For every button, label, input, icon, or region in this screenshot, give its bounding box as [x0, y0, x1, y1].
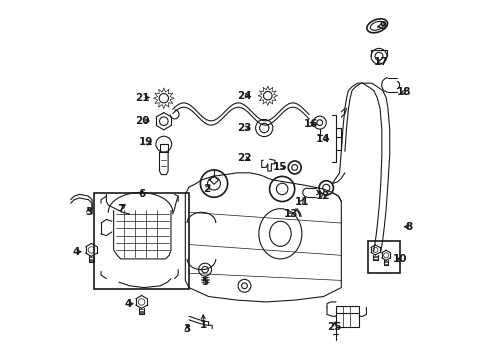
- Text: 13: 13: [284, 209, 298, 219]
- Text: 10: 10: [392, 254, 407, 264]
- Text: 11: 11: [294, 197, 308, 207]
- Text: 9: 9: [378, 21, 386, 31]
- Text: 5: 5: [201, 277, 208, 287]
- Text: 18: 18: [396, 87, 410, 97]
- Text: 4: 4: [72, 247, 80, 257]
- Text: 23: 23: [237, 123, 251, 133]
- Bar: [367, 241, 400, 273]
- Text: 14: 14: [315, 134, 330, 144]
- Bar: [335, 306, 359, 327]
- Text: 7: 7: [117, 204, 124, 214]
- Text: 16: 16: [303, 120, 317, 129]
- Text: 3: 3: [85, 207, 92, 217]
- Text: 3: 3: [183, 324, 190, 334]
- Text: 24: 24: [237, 91, 251, 101]
- Text: 22: 22: [237, 153, 251, 163]
- Text: 4: 4: [124, 299, 131, 309]
- Bar: [94, 193, 188, 289]
- Text: 20: 20: [135, 116, 149, 126]
- Text: 6: 6: [139, 189, 145, 199]
- Text: 19: 19: [139, 138, 153, 147]
- Text: 2: 2: [203, 184, 210, 194]
- Text: 12: 12: [316, 191, 330, 201]
- Text: 21: 21: [135, 93, 149, 103]
- Text: 17: 17: [373, 57, 387, 67]
- Text: 15: 15: [273, 162, 287, 172]
- Text: 25: 25: [326, 322, 341, 332]
- Text: 8: 8: [405, 222, 412, 231]
- Text: 1: 1: [199, 320, 206, 330]
